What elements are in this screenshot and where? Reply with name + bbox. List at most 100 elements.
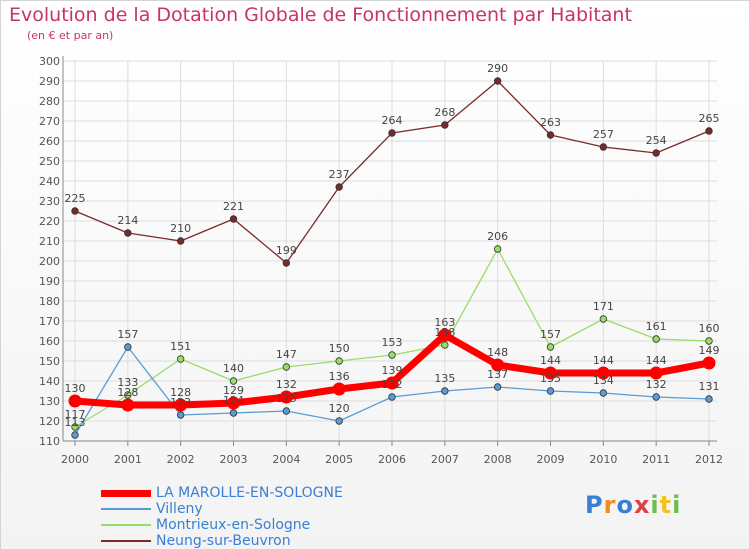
y-tick-label: 170: [39, 315, 60, 328]
data-point: [705, 127, 713, 135]
y-tick-label: 220: [39, 215, 60, 228]
logo-letter: t: [659, 491, 673, 519]
data-point: [68, 394, 82, 408]
data-point: [282, 407, 291, 415]
data-label: 139: [382, 364, 403, 377]
legend-label-marolle: LA MAROLLE-EN-SOLOGNE: [156, 485, 343, 501]
data-label: 134: [593, 374, 614, 387]
legend-label-montrieux: Montrieux-en-Sologne: [156, 517, 311, 533]
x-tick-label: 2008: [484, 453, 512, 466]
data-point: [649, 366, 663, 380]
x-tick-label: 2010: [589, 453, 617, 466]
data-label: 132: [382, 378, 403, 391]
data-label: 124: [223, 394, 244, 407]
data-label: 128: [117, 386, 138, 399]
data-point: [705, 395, 713, 403]
data-label: 135: [434, 372, 455, 385]
data-point: [121, 398, 135, 412]
data-point: [652, 393, 660, 401]
x-tick-label: 2003: [220, 453, 248, 466]
data-point: [229, 215, 238, 223]
logo-letter: P: [585, 491, 604, 519]
y-tick-label: 260: [39, 135, 60, 148]
y-tick-label: 280: [39, 95, 60, 108]
x-tick-label: 2004: [272, 453, 300, 466]
data-label: 123: [170, 396, 191, 409]
data-point: [174, 398, 188, 412]
data-point: [279, 390, 293, 404]
data-label: 153: [382, 336, 403, 349]
y-tick-label: 290: [39, 75, 60, 88]
data-label: 268: [434, 106, 455, 119]
y-tick-label: 230: [39, 195, 60, 208]
data-point: [335, 417, 343, 425]
y-tick-label: 160: [39, 335, 60, 348]
data-point: [546, 343, 555, 351]
data-point: [176, 411, 185, 419]
data-label: 144: [540, 354, 561, 367]
data-label: 160: [699, 322, 720, 335]
data-label: 147: [276, 348, 297, 361]
y-tick-label: 180: [39, 295, 60, 308]
data-label: 214: [117, 214, 138, 227]
data-point: [282, 363, 291, 371]
data-point: [176, 237, 185, 245]
y-tick-label: 240: [39, 175, 60, 188]
x-tick-label: 2005: [325, 453, 353, 466]
y-axis: 110 120 130 140 150 160 170 180 190 200 210 220 230 2…: [39, 55, 64, 448]
data-point: [282, 259, 291, 267]
x-tick-label: 2007: [431, 453, 459, 466]
x-tick-label: 2002: [167, 453, 195, 466]
data-label: 144: [646, 354, 667, 367]
logo-letter: o: [616, 491, 634, 519]
data-label: 157: [117, 328, 138, 341]
data-label: 199: [276, 244, 297, 257]
data-label: 263: [540, 116, 561, 129]
logo-letter: i: [650, 491, 660, 519]
data-label: 225: [65, 192, 86, 205]
data-point: [705, 337, 713, 345]
data-point: [702, 356, 716, 370]
data-label: 129: [223, 384, 244, 397]
data-point: [124, 229, 132, 237]
data-point: [227, 396, 240, 410]
legend-swatch-montrieux: [101, 524, 151, 526]
data-label: 149: [699, 344, 720, 357]
x-tick-label: 2000: [61, 453, 89, 466]
data-point: [388, 129, 396, 137]
proxiti-logo: Proxiti: [585, 491, 681, 519]
data-point: [124, 391, 132, 399]
data-point: [388, 351, 396, 359]
y-tick-label: 250: [39, 155, 60, 168]
data-label: 117: [65, 408, 86, 421]
data-point: [546, 387, 555, 395]
y-tick-label: 300: [39, 55, 60, 68]
data-point: [71, 431, 79, 439]
data-label: 128: [170, 386, 191, 399]
data-point: [124, 343, 132, 351]
data-label: 221: [223, 200, 244, 213]
series-points: [68, 77, 716, 439]
y-tick-label: 140: [39, 375, 60, 388]
data-point: [599, 389, 608, 397]
y-tick-label: 150: [39, 355, 60, 368]
data-point: [71, 207, 79, 215]
data-point: [652, 335, 660, 343]
data-label: 158: [434, 326, 455, 339]
data-point: [332, 382, 346, 396]
y-tick-label: 130: [39, 395, 60, 408]
data-label: 113: [65, 416, 86, 429]
data-label: 132: [646, 378, 667, 391]
data-point: [493, 245, 502, 253]
data-point: [441, 387, 449, 395]
data-label: 290: [487, 62, 508, 75]
data-label: 161: [646, 320, 667, 333]
data-point: [544, 366, 557, 380]
data-point: [493, 383, 502, 391]
logo-letter: x: [633, 491, 651, 519]
y-tick-label: 110: [39, 435, 60, 448]
logo-letter: r: [603, 491, 617, 519]
data-point: [438, 328, 452, 342]
data-label: 136: [329, 370, 350, 383]
